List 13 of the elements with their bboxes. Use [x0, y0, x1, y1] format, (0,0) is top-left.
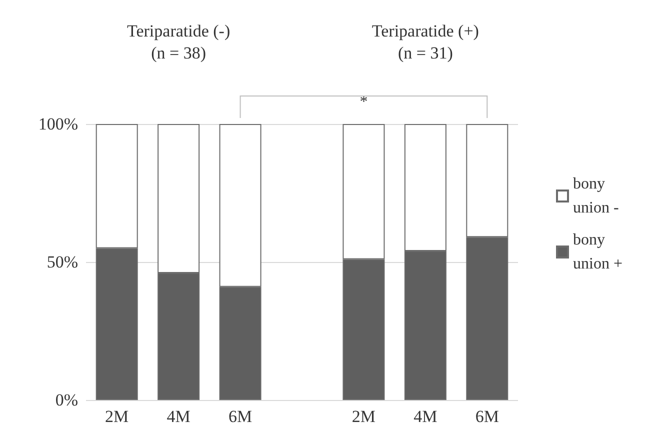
text: Teriparatide (-) (n = 38): [127, 22, 230, 62]
x-tick-label: 2M: [352, 407, 376, 426]
y-tick-label: 100%: [38, 114, 78, 134]
y-tick-label: 50%: [46, 252, 78, 272]
legend-label: bony union -: [573, 176, 619, 216]
x-tick-label: 4M: [166, 407, 190, 426]
y-tick-label: 0%: [55, 390, 78, 410]
x-tick-label: 6M: [475, 407, 499, 426]
text: Teriparatide (+) (n = 31): [372, 22, 479, 62]
legend-label: bony union +: [573, 232, 622, 272]
x-tick-label: 6M: [228, 407, 252, 426]
x-tick-label: 2M: [105, 407, 129, 426]
x-tick-label: 4M: [414, 407, 438, 426]
